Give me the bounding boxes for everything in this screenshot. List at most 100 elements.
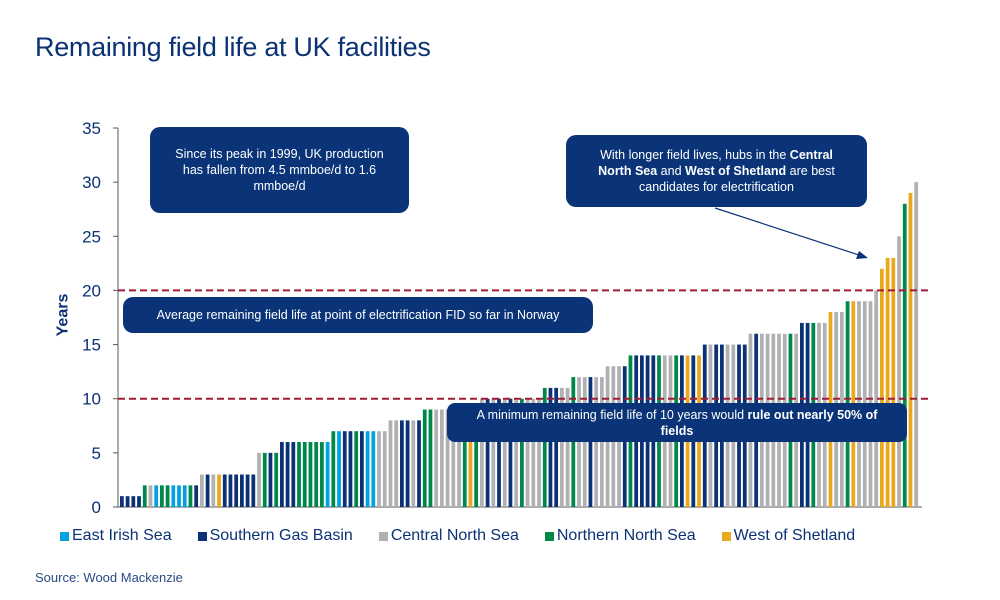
bar-east-irish-sea <box>154 485 159 507</box>
legend-item-east-irish-sea: East Irish Sea <box>60 527 172 545</box>
bar-northern-north-sea <box>297 442 301 507</box>
bar-central-north-sea <box>560 387 564 507</box>
bar-southern-gas-basin <box>234 474 239 507</box>
bar-southern-gas-basin <box>120 496 124 507</box>
reference-lines <box>118 289 932 400</box>
bar-east-irish-sea <box>371 431 376 507</box>
bar-west-of-shetland <box>468 409 473 507</box>
legend: East Irish Sea Southern Gas Basin Centra… <box>60 527 881 545</box>
minimum-life-annotation: A minimum remaining field life of 10 yea… <box>447 403 907 442</box>
bar-central-north-sea <box>451 409 456 507</box>
production-annotation-text: Since its peak in 1999, UK production ha… <box>175 147 384 193</box>
bar-southern-gas-basin <box>485 398 490 507</box>
bar-southern-gas-basin <box>405 420 410 507</box>
bar-central-north-sea <box>411 420 416 507</box>
bar-central-north-sea <box>531 398 536 507</box>
bar-central-north-sea <box>434 409 439 507</box>
hubs-text-3: are best candidates for electrification <box>639 164 835 194</box>
bar-southern-gas-basin <box>131 496 136 507</box>
bar-central-north-sea <box>525 398 530 507</box>
bar-southern-gas-basin <box>194 485 199 507</box>
legend-swatch <box>544 531 554 541</box>
bar-southern-gas-basin <box>497 398 501 507</box>
bar-northern-north-sea <box>902 203 907 508</box>
bar-northern-north-sea <box>331 431 336 507</box>
hubs-bold-wos: West of Shetland <box>685 164 787 178</box>
bar-central-north-sea <box>211 474 216 507</box>
bar-northern-north-sea <box>354 431 359 507</box>
bar-northern-north-sea <box>142 485 147 507</box>
hubs-text-1: With longer field lives, hubs in the <box>600 148 790 162</box>
source-note: Source: Wood Mackenzie <box>35 570 183 585</box>
bar-central-north-sea <box>382 431 387 507</box>
legend-item-northern-north-sea: Northern North Sea <box>544 527 696 545</box>
callout-arrow-line <box>714 207 863 257</box>
bar-central-north-sea <box>577 377 581 507</box>
y-tick-label: 0 <box>92 498 101 517</box>
bar-central-north-sea <box>257 452 261 507</box>
bar-southern-gas-basin <box>228 474 233 507</box>
bar-southern-gas-basin <box>348 431 353 507</box>
bar-southern-gas-basin <box>245 474 250 507</box>
bar-southern-gas-basin <box>588 377 593 507</box>
bar-central-north-sea <box>148 485 153 507</box>
legend-swatch <box>378 531 388 541</box>
bar-central-north-sea <box>388 420 393 507</box>
bar-southern-gas-basin <box>251 474 256 507</box>
bar-central-north-sea <box>200 474 204 507</box>
bar-northern-north-sea <box>308 442 313 507</box>
norway-average-annotation: Average remaining field life at point of… <box>123 297 593 333</box>
bar-central-north-sea <box>600 377 604 507</box>
bar-southern-gas-basin <box>508 398 513 507</box>
bar-central-north-sea <box>594 377 599 507</box>
bar-central-north-sea <box>537 398 541 507</box>
bar-southern-gas-basin <box>291 442 296 507</box>
bar-northern-north-sea <box>160 485 164 507</box>
legend-label: Southern Gas Basin <box>209 527 353 544</box>
y-tick-label: 25 <box>82 227 101 246</box>
bar-west-of-shetland <box>908 192 913 507</box>
norway-average-text: Average remaining field life at point of… <box>156 308 560 322</box>
page-title: Remaining field life at UK facilities <box>35 32 431 62</box>
bar-central-north-sea <box>445 409 450 507</box>
minimum-life-text: A minimum remaining field life of 10 yea… <box>476 407 748 422</box>
bar-central-north-sea <box>491 398 496 507</box>
bars <box>120 182 919 508</box>
bar-northern-north-sea <box>262 452 267 507</box>
arrow-head-icon <box>856 251 868 259</box>
bar-southern-gas-basin <box>360 431 364 507</box>
bar-central-north-sea <box>582 377 587 507</box>
y-tick-label: 15 <box>82 336 101 355</box>
bar-east-irish-sea <box>337 431 341 507</box>
bar-east-irish-sea <box>177 485 181 507</box>
legend-label: East Irish Sea <box>72 527 172 544</box>
legend-swatch <box>197 531 207 541</box>
bar-east-irish-sea <box>325 442 330 507</box>
bar-southern-gas-basin <box>554 387 559 507</box>
y-tick-label: 5 <box>92 444 101 463</box>
hubs-text-2: and <box>657 164 686 178</box>
bar-central-north-sea <box>565 387 570 507</box>
y-tick-label: 35 <box>82 119 101 138</box>
y-tick-label: 10 <box>82 390 101 409</box>
bar-west-of-shetland <box>885 257 890 507</box>
bar-west-of-shetland <box>217 474 221 507</box>
legend-item-central-north-sea: Central North Sea <box>378 527 519 545</box>
bar-central-north-sea <box>502 398 507 507</box>
bar-east-irish-sea <box>365 431 370 507</box>
bar-southern-gas-basin <box>240 474 244 507</box>
bar-southern-gas-basin <box>342 431 347 507</box>
y-tick-label: 20 <box>82 281 101 300</box>
y-tick-label: 30 <box>82 173 101 192</box>
hubs-bold-central: Central North Sea <box>598 148 833 178</box>
bar-east-irish-sea <box>171 485 176 507</box>
bar-northern-north-sea <box>274 452 279 507</box>
bar-central-north-sea <box>874 290 879 507</box>
bar-northern-north-sea <box>302 442 307 507</box>
bar-central-north-sea <box>440 409 444 507</box>
bar-northern-north-sea <box>188 485 193 507</box>
bar-southern-gas-basin <box>125 496 130 507</box>
bar-southern-gas-basin <box>222 474 227 507</box>
bar-northern-north-sea <box>474 409 479 507</box>
legend-swatch <box>60 531 69 541</box>
